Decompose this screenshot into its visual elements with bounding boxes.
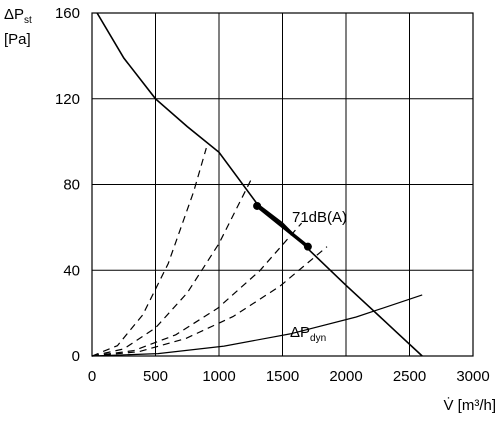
x-tick-label: 500: [143, 368, 168, 385]
y-tick-label: 40: [63, 262, 80, 279]
y-axis-label: ΔPst: [4, 6, 32, 26]
x-tick-label: 1000: [202, 368, 235, 385]
series-line: [91, 222, 303, 357]
y-tick-label: 0: [72, 348, 80, 365]
x-tick-label: 3000: [456, 368, 489, 385]
y-tick-label: 80: [63, 177, 80, 194]
x-tick-label: 2500: [393, 368, 426, 385]
annotation: 71dB(A): [292, 209, 347, 226]
series-line: [91, 246, 328, 357]
point-marker: [253, 201, 262, 210]
series-line: [96, 12, 423, 357]
x-tick-label: 2000: [329, 368, 362, 385]
point-marker: [303, 242, 312, 251]
y-label-symbol: ΔP: [4, 6, 24, 23]
y-tick-label: 120: [55, 91, 80, 108]
x-tick-label: 1500: [266, 368, 299, 385]
annotation: ΔPdyn: [290, 324, 326, 344]
y-tick-label: 160: [55, 5, 80, 22]
series-line: [256, 204, 309, 249]
x-tick-label: 0: [88, 368, 96, 385]
series-line: [91, 179, 252, 357]
y-axis-unit: [Pa]: [4, 31, 31, 48]
series-line: [91, 147, 207, 357]
annotation-symbol: ΔP: [290, 324, 310, 341]
x-axis-label: V̇ [m³/h]: [443, 397, 496, 414]
series-line: [91, 294, 423, 357]
y-label-sub: st: [24, 15, 32, 26]
annotation-sub: dyn: [310, 333, 326, 344]
